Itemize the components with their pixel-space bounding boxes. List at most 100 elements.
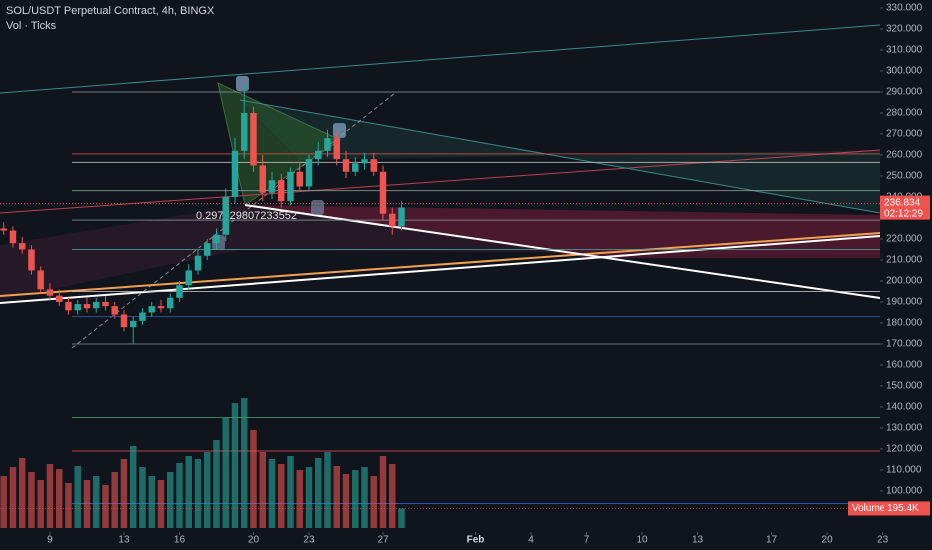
candle-body (361, 159, 368, 164)
volume-bar (83, 480, 91, 528)
volume-bar (352, 470, 359, 528)
y-tick-label: 150.000 (886, 381, 923, 392)
volume-bar (120, 459, 128, 528)
volume-name: Volume (852, 503, 886, 514)
candle-body (305, 159, 313, 187)
y-tick-label: 200.000 (886, 276, 923, 287)
volume-bar (324, 452, 331, 528)
volume-bar (129, 446, 137, 528)
volume-value-badge (884, 501, 930, 516)
candle-body (120, 314, 128, 328)
candle-body (129, 320, 137, 328)
candle-body (176, 285, 183, 298)
x-tick-label: 16 (174, 535, 186, 546)
candle-body (278, 180, 285, 202)
volume-bar (259, 452, 266, 528)
candle-body (324, 138, 331, 151)
candle-body (83, 304, 91, 309)
candle-body (398, 207, 405, 227)
volume-bar (9, 467, 17, 528)
candle-body (250, 112, 257, 166)
marker (311, 200, 324, 215)
volume-bar (92, 476, 100, 528)
candle-body (315, 150, 322, 160)
last-price-label: 236.834 (884, 197, 921, 208)
volume-value: 195.4K (887, 503, 919, 514)
candle-body (389, 213, 396, 227)
volume-bar (250, 430, 257, 528)
y-tick-label: 110.000 (886, 465, 922, 476)
y-tick-label: 250.000 (886, 171, 923, 182)
y-tick-label: 220.000 (886, 234, 923, 245)
volume-bar (333, 466, 340, 528)
trendline (0, 232, 881, 297)
volume-bar (176, 463, 183, 528)
volume-bar (37, 480, 44, 528)
candle-body (194, 255, 202, 271)
candle-body (333, 138, 340, 160)
volume-bar (18, 458, 26, 528)
candle-body (28, 249, 35, 271)
indicator-label: Vol · Ticks (6, 20, 57, 32)
candle-body (185, 270, 192, 286)
volume-bar (65, 483, 72, 528)
y-tick-label: 290.000 (886, 87, 923, 98)
candle-body (0, 228, 7, 231)
candle-body (74, 304, 81, 311)
x-tick-label: 4 (528, 535, 534, 546)
trendline (239, 99, 881, 214)
volume-bar (296, 470, 303, 528)
candle-body (166, 297, 174, 309)
volume-bar (315, 458, 322, 528)
candle-body (148, 306, 155, 313)
trendline (0, 149, 881, 214)
x-tick-label: 20 (248, 535, 260, 546)
chart-title: SOL/USDT Perpetual Contract, 4h, BINGX (6, 5, 215, 17)
candle-body (222, 196, 229, 235)
candle-body (139, 312, 146, 321)
x-tick-label: 17 (766, 535, 778, 546)
volume-bar (55, 469, 63, 528)
candle-body (9, 230, 17, 244)
candle-body (370, 159, 377, 172)
candle-body (111, 306, 118, 315)
volume-bar (389, 464, 396, 528)
volume-bar (0, 476, 7, 528)
candle-body (102, 301, 109, 307)
volume-bar (157, 480, 165, 528)
candle-body (213, 234, 220, 244)
volume-bar (370, 476, 377, 528)
y-tick-label: 120.000 (886, 444, 923, 455)
y-tick-label: 330.000 (886, 3, 923, 14)
y-tick-label: 190.000 (886, 297, 923, 308)
candle-body (231, 150, 239, 197)
x-tick-label: 7 (584, 535, 590, 546)
x-tick-label: 23 (303, 535, 315, 546)
volume-bar (194, 459, 202, 528)
volume-bar (102, 485, 109, 528)
volume-bar (398, 508, 405, 528)
candle-body (296, 171, 303, 187)
y-tick-label: 160.000 (886, 360, 923, 371)
x-tick-label: 13 (692, 535, 704, 546)
y-tick-label: 300.000 (886, 66, 923, 77)
x-tick-label: Feb (467, 535, 485, 546)
volume-bar (241, 398, 248, 528)
candle-body (65, 301, 72, 311)
candle-body (203, 243, 211, 256)
candle-body (241, 112, 248, 151)
volume-bar (342, 474, 350, 528)
volume-bar (287, 456, 294, 528)
volume-name-badge (848, 501, 884, 516)
volume-bar (46, 464, 54, 528)
y-tick-label: 100.000 (886, 486, 923, 497)
volume-bar (278, 464, 285, 528)
candle-body (46, 289, 54, 296)
candle-body (259, 165, 266, 193)
price-axis (880, 0, 932, 550)
x-tick-label: 27 (377, 535, 389, 546)
candle-body (37, 270, 44, 290)
candle-body (92, 301, 100, 309)
